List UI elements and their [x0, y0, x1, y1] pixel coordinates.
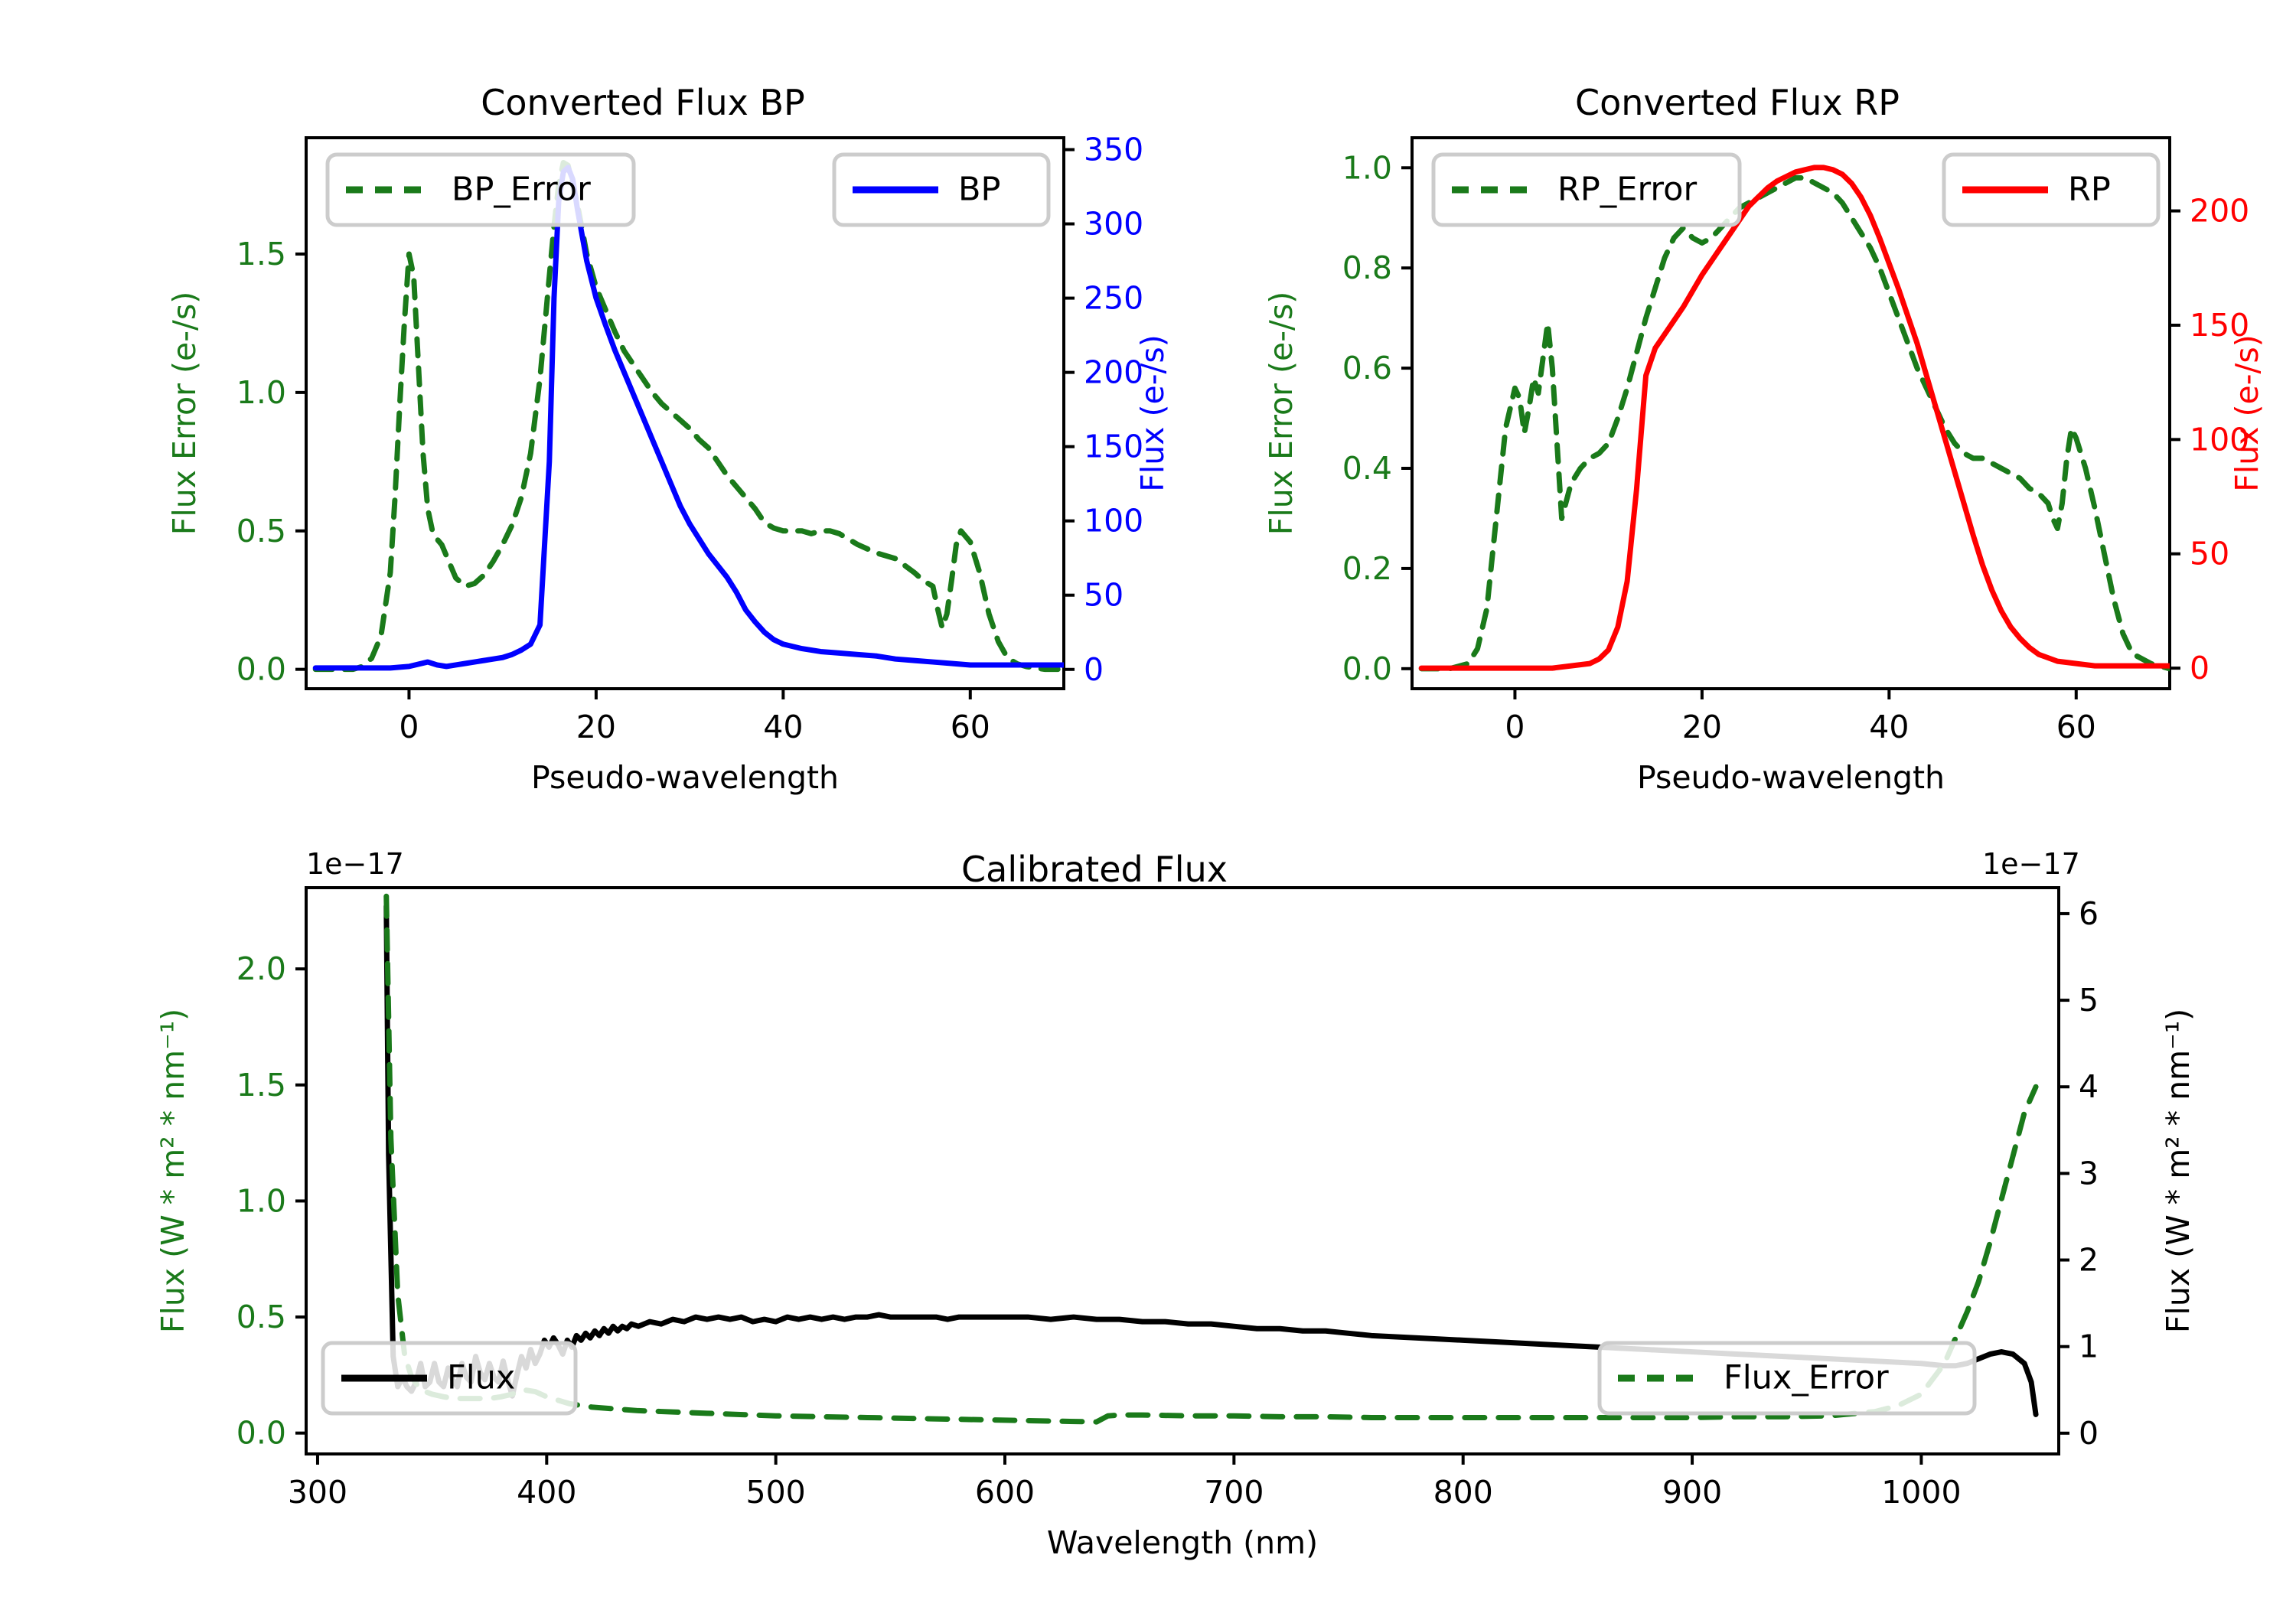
y-tick-label-left: 0.8 — [1342, 249, 1392, 286]
x-tick-label: 700 — [1204, 1474, 1264, 1511]
cal-left-exponent-label: 1e−17 — [306, 847, 404, 881]
y-tick-label-right: 0 — [2190, 650, 2210, 686]
legend-rp-error[interactable]: RP_Error — [1431, 152, 1742, 227]
rp-curves — [1418, 165, 2170, 672]
bp-curves — [312, 160, 1064, 673]
cal-right-exponent-label: 1e−17 — [1982, 847, 2080, 881]
x-tick-label: 60 — [2056, 709, 2096, 745]
x-tick-label: 400 — [517, 1474, 576, 1511]
x-tick-label: 1000 — [1881, 1474, 1961, 1511]
y-tick-label-right: 200 — [2190, 193, 2249, 230]
series-bp-error — [312, 160, 1064, 673]
y-tick-label-left: 2.0 — [236, 950, 286, 987]
x-tick-label: 500 — [746, 1474, 806, 1511]
y-tick-label-right: 4 — [2079, 1068, 2099, 1105]
legend-label: BP — [958, 171, 1000, 209]
y-axis-label-right: Flux (e-/s) — [2229, 334, 2265, 491]
x-tick-label: 40 — [1869, 709, 1909, 745]
x-axis-label: Wavelength (nm) — [1047, 1524, 1318, 1561]
x-tick-label: 600 — [975, 1474, 1035, 1511]
y-tick-label-right: 350 — [1084, 132, 1143, 168]
y-tick-label-right: 2 — [2079, 1242, 2099, 1279]
x-tick-label: 20 — [1682, 709, 1722, 745]
y-tick-label-right: 150 — [1084, 429, 1143, 465]
y-tick-label-left: 1.5 — [236, 1067, 286, 1103]
bp-title: Converted Flux BP — [481, 82, 805, 123]
legend-bp-error[interactable]: BP_Error — [325, 152, 636, 227]
y-axis-label-left: Flux Error (e-/s) — [166, 292, 203, 535]
y-tick-label-right: 100 — [2190, 421, 2249, 458]
rp-axes: 0 20 40 60 Pseudo-wavelength 0.0 0.2 0.4 0.6 0.8 1… — [1263, 136, 2265, 796]
legend-flux[interactable]: Flux — [321, 1341, 578, 1416]
rp-title: Converted Flux RP — [1575, 82, 1900, 123]
plot-frame — [1411, 136, 2171, 690]
cal-legend[interactable]: Flux Flux_Error — [321, 1341, 1977, 1416]
x-tick-label: 0 — [1505, 709, 1525, 745]
series-rp-error — [1418, 174, 2170, 672]
x-tick-label: 800 — [1433, 1474, 1493, 1511]
x-axis-label: Pseudo-wavelength — [1637, 759, 1945, 796]
bp-legend[interactable]: BP_Error BP — [325, 152, 1051, 227]
y-tick-label-right: 5 — [2079, 982, 2099, 1019]
y-tick-label-left: 0.0 — [1342, 650, 1392, 687]
y-tick-label-left: 0.2 — [1342, 550, 1392, 587]
legend-label: BP_Error — [452, 171, 591, 209]
y-axis-label-left: Flux (W * m² * nm⁻¹) — [155, 1009, 191, 1333]
y-tick-label-left: 1.0 — [236, 1182, 286, 1219]
series-bp — [312, 165, 1064, 671]
x-tick-label: 60 — [951, 709, 990, 745]
x-tick-label: 900 — [1662, 1474, 1722, 1511]
y-tick-label-right: 1 — [2079, 1328, 2099, 1365]
y-tick-label-right: 6 — [2079, 895, 2099, 932]
x-tick-label: 20 — [576, 709, 616, 745]
y-tick-label-left: 1.0 — [236, 374, 286, 411]
legend-label: RP — [2068, 171, 2111, 209]
y-tick-label-right: 0 — [1084, 651, 1104, 688]
y-tick-label-right: 150 — [2190, 307, 2249, 344]
y-axis-label-left: Flux Error (e-/s) — [1263, 292, 1300, 535]
legend-rp[interactable]: RP — [1942, 152, 2161, 227]
y-tick-label-left: 0.4 — [1342, 450, 1392, 487]
x-tick-label: 300 — [288, 1474, 347, 1511]
panel-calibrated-flux: Calibrated Flux 1e−17 1e−17 300 400 500 600… — [122, 834, 2296, 1607]
y-tick-label-left: 0.5 — [236, 1299, 286, 1335]
cal-axes: 300 400 500 600 700 800 900 1000 Wavelength (nm)… — [155, 886, 2197, 1561]
y-tick-label-right: 100 — [1084, 503, 1143, 539]
plot-frame — [305, 886, 2060, 1455]
y-tick-label-left: 0.0 — [236, 1415, 286, 1452]
y-tick-label-left: 0.0 — [236, 651, 286, 688]
legend-label: Flux — [447, 1359, 515, 1397]
legend-label: Flux_Error — [1724, 1359, 1889, 1397]
legend-bp[interactable]: BP — [832, 152, 1051, 227]
y-tick-label-right: 250 — [1084, 280, 1143, 317]
x-tick-label: 0 — [399, 709, 419, 745]
rp-legend[interactable]: RP_Error RP — [1431, 152, 2161, 227]
series-flux — [383, 903, 2039, 1417]
y-axis-label-right: Flux (W * m² * nm⁻¹) — [2160, 1009, 2197, 1333]
y-tick-label-left: 1.5 — [236, 236, 286, 272]
y-axis-label-right: Flux (e-/s) — [1134, 334, 1171, 491]
series-rp — [1418, 165, 2170, 671]
x-axis-label: Pseudo-wavelength — [531, 759, 839, 796]
panel-converted-flux-rp: Converted Flux RP 0 20 40 60 Pseudo-waveleng… — [1232, 69, 2296, 842]
y-tick-label-right: 300 — [1084, 206, 1143, 243]
calibrated-title: Calibrated Flux — [961, 849, 1228, 890]
y-tick-label-right: 0 — [2079, 1415, 2099, 1452]
y-tick-label-left: 0.6 — [1342, 350, 1392, 386]
y-tick-label-right: 200 — [1084, 354, 1143, 391]
legend-flux-error[interactable]: Flux_Error — [1597, 1341, 1977, 1416]
y-tick-label-right: 3 — [2079, 1155, 2099, 1191]
y-tick-label-right: 50 — [1084, 577, 1124, 614]
panel-converted-flux-bp: Converted Flux BP 0 20 40 60 Pseudo-waveleng… — [122, 69, 1194, 842]
bp-axes: 0 20 40 60 Pseudo-wavelength 0.0 0.5 1.0 1.5 Flux… — [166, 132, 1171, 796]
x-tick-label: 40 — [763, 709, 803, 745]
y-tick-label-right: 50 — [2190, 536, 2229, 572]
plot-frame — [305, 136, 1065, 690]
legend-label: RP_Error — [1557, 171, 1697, 209]
y-tick-label-left: 1.0 — [1342, 149, 1392, 186]
y-tick-label-left: 0.5 — [236, 513, 286, 549]
